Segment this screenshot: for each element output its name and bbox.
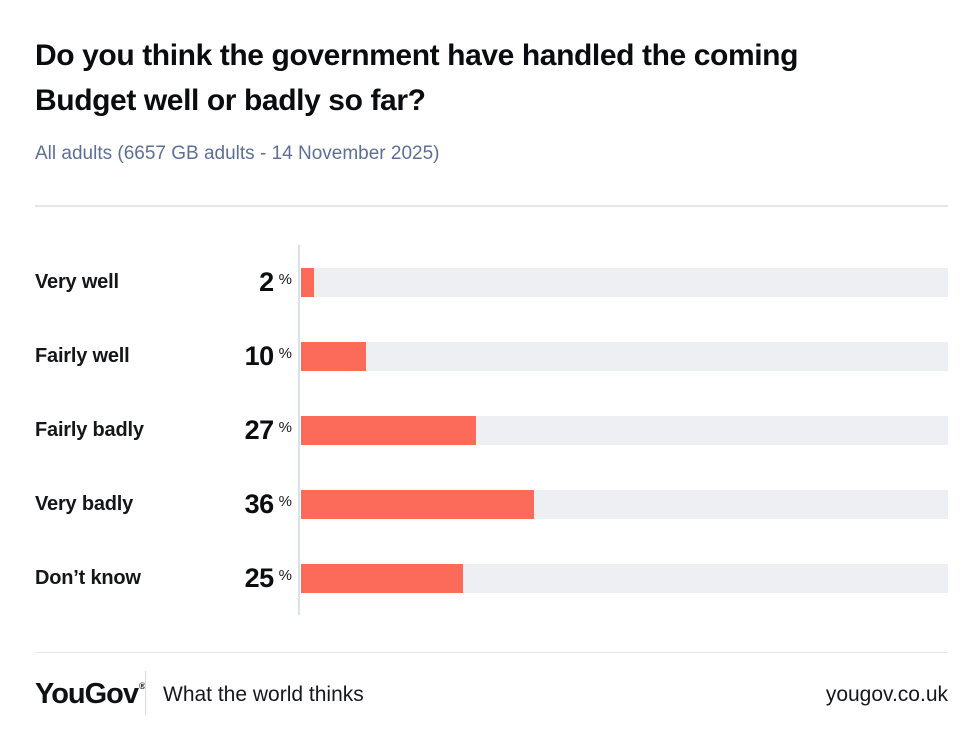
chart-row: Fairly badly 27% <box>0 416 980 445</box>
category-label: Fairly well <box>35 345 130 367</box>
bar <box>301 490 534 519</box>
chart-title-line-1: Do you think the government have handled… <box>35 39 799 72</box>
chart-row: Don’t know 25% <box>0 564 980 593</box>
bar-track <box>301 564 948 593</box>
bar-track <box>301 490 948 519</box>
category-label: Fairly badly <box>35 419 144 441</box>
percent-sign: % <box>278 493 292 510</box>
chart-row: Very badly 36% <box>0 490 980 519</box>
chart-subtitle: All adults (6657 GB adults - 14 November… <box>35 143 440 164</box>
bar <box>301 564 463 593</box>
bar-track <box>301 342 948 371</box>
bar <box>301 342 366 371</box>
registered-trademark-icon: ® <box>139 681 146 691</box>
footer-tagline: What the world thinks <box>163 683 364 706</box>
yougov-logo: YouGov® <box>35 678 146 711</box>
value-number: 25 <box>244 563 275 593</box>
bar <box>301 268 314 297</box>
bar-track <box>301 416 948 445</box>
value-number: 36 <box>244 489 275 519</box>
chart-title-line-2: Budget well or badly so far? <box>35 84 426 117</box>
value-number: 2 <box>259 267 274 297</box>
category-label: Don’t know <box>35 567 141 589</box>
value-label: 2% <box>150 268 292 301</box>
value-label: 10% <box>150 342 292 375</box>
chart-row: Fairly well 10% <box>0 342 980 371</box>
category-label: Very badly <box>35 493 134 515</box>
header-divider <box>35 205 948 207</box>
percent-sign: % <box>278 419 292 436</box>
value-label: 36% <box>150 490 292 523</box>
value-number: 27 <box>244 415 275 445</box>
percent-sign: % <box>278 271 292 288</box>
chart-title: Do you think the government have handled… <box>35 33 947 123</box>
chart-row: Very well 2% <box>0 268 980 297</box>
footer-separator <box>145 671 146 715</box>
value-label: 25% <box>150 564 292 597</box>
value-label: 27% <box>150 416 292 449</box>
category-label: Very well <box>35 271 119 293</box>
bar-track <box>301 268 948 297</box>
footer-website: yougov.co.uk <box>825 683 948 706</box>
axis-baseline <box>298 245 300 615</box>
yougov-logo-text: YouGov <box>35 678 139 710</box>
footer-divider <box>35 652 948 653</box>
percent-sign: % <box>278 345 292 362</box>
bar <box>301 416 476 445</box>
percent-sign: % <box>278 567 292 584</box>
value-number: 10 <box>244 341 275 371</box>
